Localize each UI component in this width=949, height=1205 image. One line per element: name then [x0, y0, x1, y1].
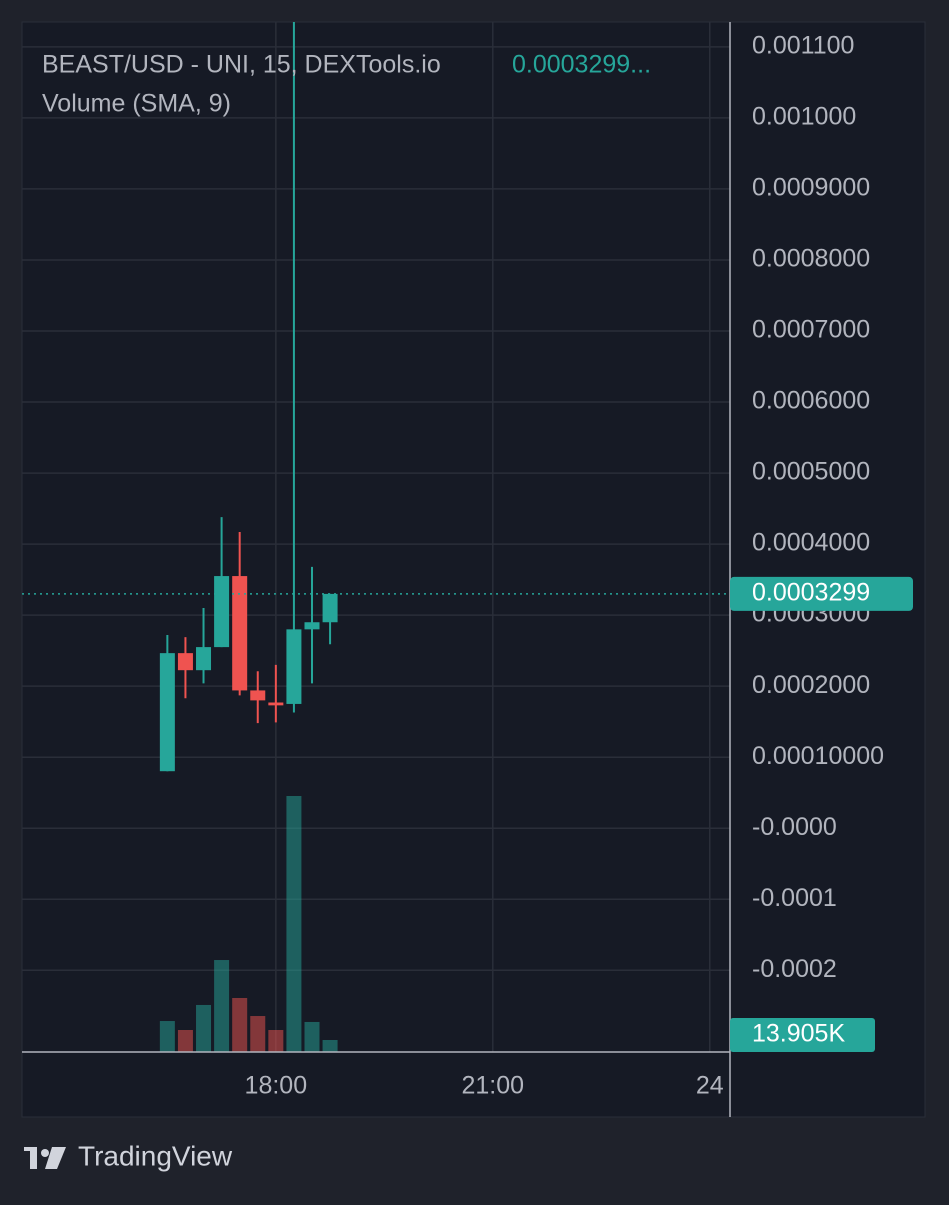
volume-bar	[268, 1029, 284, 1052]
y-tick-label: 0.0005000	[752, 458, 870, 486]
y-tick-label: 0.0009000	[752, 174, 870, 202]
candle-body	[196, 647, 212, 671]
volume-bar	[250, 1016, 266, 1052]
volume-bar	[286, 796, 302, 1052]
brand-name: TradingView	[78, 1140, 233, 1171]
y-tick-label: 0.0002000	[752, 671, 870, 699]
brand-logo	[24, 1147, 66, 1169]
y-tick-label: -0.0000	[752, 813, 837, 841]
plot-area	[22, 22, 730, 1052]
candle-body	[232, 576, 248, 691]
volume-bar	[232, 997, 248, 1052]
y-tick-label: -0.0002	[752, 955, 837, 983]
axes: 0.001100 0.001000 0.0009000 0.0008000 0.0007…	[245, 31, 913, 1100]
chart-title: BEAST/USD - UNI, 15, DEXTools.io	[42, 51, 441, 79]
y-tick-label: 0.001000	[752, 103, 856, 131]
candle-body	[286, 629, 302, 704]
header-price: 0.0003299...	[512, 51, 651, 79]
candle-body	[268, 702, 284, 706]
volume-bar	[304, 1021, 320, 1052]
x-tick-label: 21:00	[462, 1072, 525, 1100]
y-tick-label: 0.0004000	[752, 529, 870, 557]
y-tick-label: 0.0006000	[752, 387, 870, 415]
y-tick-label: 0.0008000	[752, 245, 870, 273]
y-tick-label: 0.00010000	[752, 742, 884, 770]
candle-body	[304, 622, 320, 630]
candle-body	[177, 653, 193, 671]
x-tick-label: 24	[696, 1072, 724, 1100]
volume-bar	[322, 1040, 338, 1052]
y-tick-label: 0.0007000	[752, 316, 870, 344]
volume-bar	[214, 960, 230, 1052]
volume-bar	[177, 1029, 193, 1052]
chart-frame	[21, 21, 926, 1118]
x-tick-label: 18:00	[245, 1072, 308, 1100]
grid	[22, 22, 730, 1052]
y-tick-label: 0.001100	[752, 31, 854, 59]
y-tick-label: -0.0001	[752, 884, 837, 912]
chart-subtitle: Volume (SMA, 9)	[42, 90, 231, 118]
last-volume-label: 13.905K	[752, 1020, 845, 1048]
last-volume-badge	[730, 1018, 875, 1052]
candle-body	[159, 653, 175, 772]
volume-bar	[196, 1004, 212, 1052]
volume-bar	[159, 1021, 175, 1052]
candle-body	[250, 690, 266, 701]
candle-body	[322, 593, 338, 623]
last-price-label: 0.0003299	[752, 579, 870, 607]
candle-body	[214, 576, 230, 648]
last-price-badge	[730, 576, 913, 611]
